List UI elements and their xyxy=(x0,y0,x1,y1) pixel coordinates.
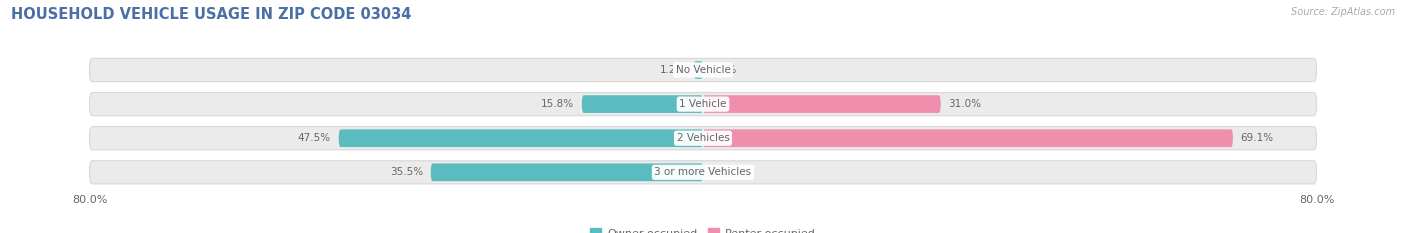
Text: 47.5%: 47.5% xyxy=(298,133,330,143)
Text: HOUSEHOLD VEHICLE USAGE IN ZIP CODE 03034: HOUSEHOLD VEHICLE USAGE IN ZIP CODE 0303… xyxy=(11,7,412,22)
Text: 0.0%: 0.0% xyxy=(710,65,737,75)
FancyBboxPatch shape xyxy=(90,127,1316,150)
Text: 1.2%: 1.2% xyxy=(659,65,686,75)
Text: 1 Vehicle: 1 Vehicle xyxy=(679,99,727,109)
Text: 3 or more Vehicles: 3 or more Vehicles xyxy=(654,167,752,177)
Text: Source: ZipAtlas.com: Source: ZipAtlas.com xyxy=(1291,7,1395,17)
Text: 35.5%: 35.5% xyxy=(389,167,423,177)
Text: 0.0%: 0.0% xyxy=(710,167,737,177)
FancyBboxPatch shape xyxy=(90,93,1316,116)
FancyBboxPatch shape xyxy=(90,58,1316,82)
Text: No Vehicle: No Vehicle xyxy=(675,65,731,75)
FancyBboxPatch shape xyxy=(703,129,1233,147)
FancyBboxPatch shape xyxy=(90,161,1316,184)
Text: 31.0%: 31.0% xyxy=(949,99,981,109)
Text: 2 Vehicles: 2 Vehicles xyxy=(676,133,730,143)
Text: 15.8%: 15.8% xyxy=(541,99,574,109)
Legend: Owner-occupied, Renter-occupied: Owner-occupied, Renter-occupied xyxy=(591,228,815,233)
FancyBboxPatch shape xyxy=(693,61,703,79)
FancyBboxPatch shape xyxy=(339,129,703,147)
FancyBboxPatch shape xyxy=(582,95,703,113)
FancyBboxPatch shape xyxy=(703,95,941,113)
FancyBboxPatch shape xyxy=(430,163,703,181)
Text: 69.1%: 69.1% xyxy=(1240,133,1274,143)
